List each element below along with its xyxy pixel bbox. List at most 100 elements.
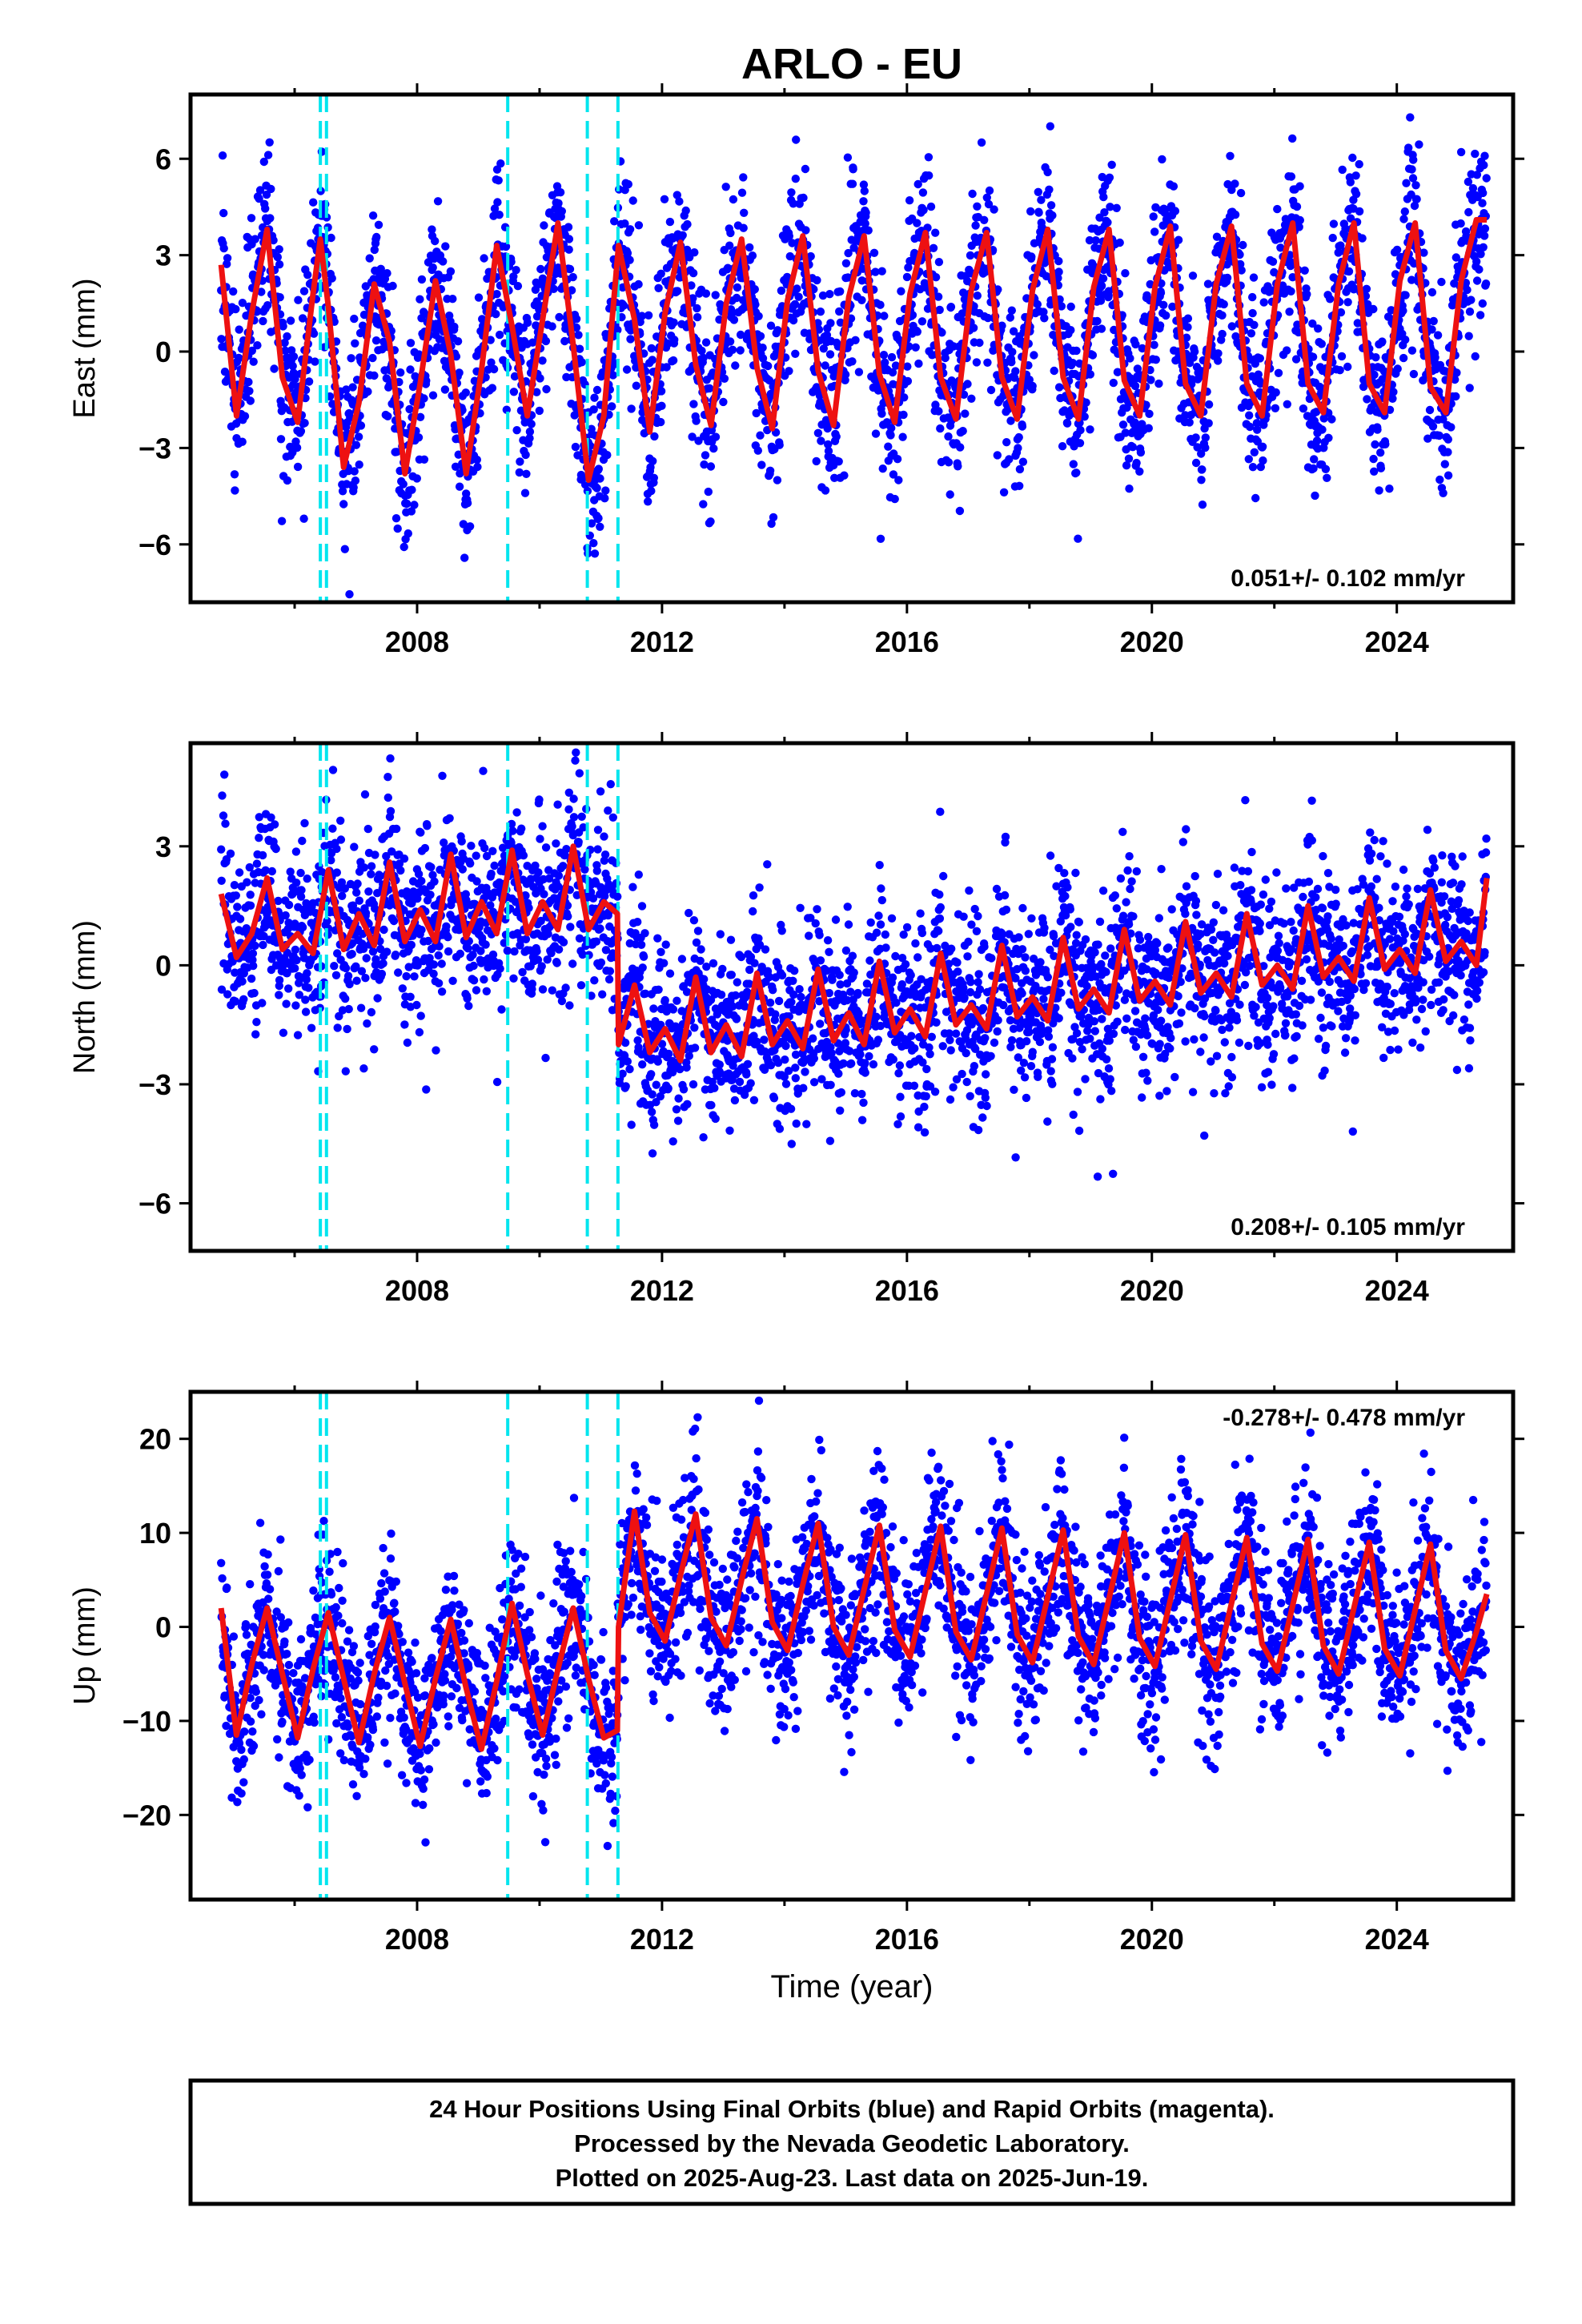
data-point xyxy=(417,876,426,886)
data-point xyxy=(789,199,797,208)
data-point xyxy=(1392,245,1402,255)
data-point xyxy=(564,223,573,231)
data-point xyxy=(705,384,714,393)
data-point xyxy=(283,948,291,958)
data-point xyxy=(379,959,387,968)
data-point xyxy=(1245,411,1254,420)
data-point xyxy=(371,336,381,345)
data-point xyxy=(377,969,387,979)
data-point xyxy=(860,187,869,195)
data-point xyxy=(654,283,663,292)
data-point xyxy=(1443,435,1453,444)
data-point xyxy=(503,947,512,955)
data-point xyxy=(946,490,954,499)
data-point xyxy=(1433,331,1443,340)
data-point xyxy=(822,331,832,340)
data-point xyxy=(736,330,745,340)
data-point xyxy=(967,394,976,403)
data-point xyxy=(270,820,279,829)
y-tick-label: 6 xyxy=(155,143,171,175)
data-point xyxy=(888,368,897,377)
data-point xyxy=(710,1084,719,1092)
data-point xyxy=(486,336,495,344)
data-point xyxy=(806,251,815,261)
data-point xyxy=(572,323,581,332)
data-point xyxy=(905,342,913,351)
data-point xyxy=(1145,409,1154,418)
data-point xyxy=(1393,364,1402,373)
data-point xyxy=(404,529,412,538)
data-point xyxy=(356,421,366,430)
data-point xyxy=(1098,274,1108,283)
data-point xyxy=(1451,375,1460,384)
data-point xyxy=(618,1069,627,1079)
data-point xyxy=(386,806,396,816)
data-point xyxy=(1107,160,1116,169)
data-point xyxy=(1122,461,1131,470)
data-point xyxy=(564,805,573,814)
data-point xyxy=(426,891,435,899)
data-point xyxy=(1237,266,1246,275)
data-point xyxy=(848,179,857,188)
data-point xyxy=(1136,448,1146,457)
data-point xyxy=(535,406,544,416)
data-point xyxy=(1409,369,1419,379)
data-point xyxy=(406,992,415,1002)
data-point xyxy=(1007,306,1017,315)
data-point xyxy=(604,975,614,984)
data-point xyxy=(592,937,601,946)
data-point xyxy=(289,352,299,361)
data-point xyxy=(994,285,1002,294)
data-point xyxy=(882,418,892,427)
data-point xyxy=(1327,415,1336,424)
data-point xyxy=(263,301,272,310)
data-point xyxy=(435,942,444,951)
data-point xyxy=(1072,346,1081,356)
data-point xyxy=(1057,302,1066,311)
data-point xyxy=(508,826,517,835)
data-point xyxy=(343,1024,351,1034)
data-point xyxy=(574,838,583,846)
data-point xyxy=(752,408,761,418)
data-point xyxy=(328,824,337,833)
data-point xyxy=(1344,267,1354,276)
data-point xyxy=(861,219,869,228)
data-point xyxy=(675,197,684,206)
data-point xyxy=(673,996,681,1005)
data-point xyxy=(1391,270,1400,279)
data-point xyxy=(217,845,226,854)
data-point xyxy=(420,843,430,853)
data-point xyxy=(725,1069,733,1078)
data-point xyxy=(437,987,447,996)
data-point xyxy=(294,296,303,304)
data-point xyxy=(1231,179,1239,188)
data-point xyxy=(383,947,391,956)
data-point xyxy=(769,513,778,522)
data-point xyxy=(688,432,697,441)
data-point xyxy=(1293,320,1302,329)
data-point xyxy=(559,862,568,870)
data-point xyxy=(1227,322,1237,331)
data-point xyxy=(905,196,914,205)
data-point xyxy=(1355,159,1363,169)
data-point xyxy=(393,524,402,533)
data-point xyxy=(230,470,239,479)
data-point xyxy=(251,235,259,243)
data-point xyxy=(1251,493,1260,503)
data-point xyxy=(292,879,301,887)
data-point xyxy=(681,206,690,215)
data-point xyxy=(1376,464,1386,472)
data-point xyxy=(231,304,240,314)
data-point xyxy=(450,322,459,332)
data-point xyxy=(594,513,603,523)
data-point xyxy=(821,361,829,370)
data-point xyxy=(1014,444,1022,452)
data-point xyxy=(1287,172,1296,181)
data-point xyxy=(219,811,228,820)
data-point xyxy=(488,950,498,959)
data-point xyxy=(608,1006,617,1015)
data-point xyxy=(296,868,305,878)
data-point xyxy=(356,1003,366,1012)
data-point xyxy=(648,1149,657,1158)
data-point xyxy=(1389,388,1398,396)
